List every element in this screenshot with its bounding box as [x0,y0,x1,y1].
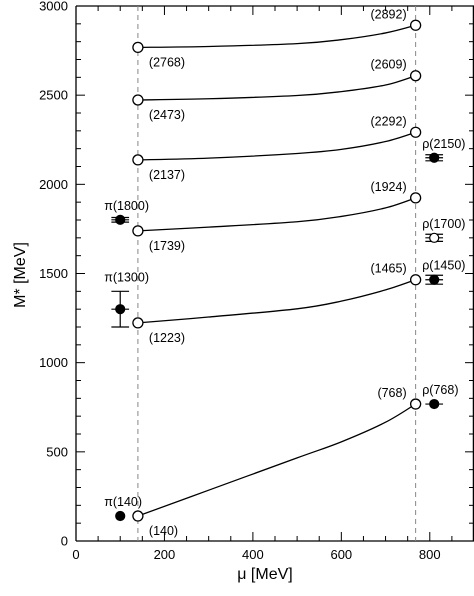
experimental-layer [111,152,444,522]
labels-layer: (140) (768) (1223) (1465) (1739) (1924) (2137)… [104,7,465,538]
end-value-label: (1924) [370,180,406,194]
axes-layer: 0 500 1000 1500 2000 2500 3000 0 200 400 600 800 [39,0,474,562]
series-end-marker [409,70,422,82]
y-tick-label: 2000 [39,177,68,192]
x-tick-label: 600 [330,547,352,562]
start-value-label: (1223) [149,331,185,345]
x-tick-label: 200 [154,547,176,562]
y-tick-label: 500 [46,444,68,459]
end-value-label: (2609) [370,58,406,72]
series-start-marker [132,154,144,166]
series-line-5 [137,75,416,101]
cropped-caption [8,585,468,596]
experimental-label: π(1800) [104,199,149,213]
series-layer [132,6,422,541]
end-value-label: (1465) [370,262,406,276]
start-value-label: (2473) [149,108,185,122]
series-start-marker [132,41,144,54]
series-line-1 [137,403,416,517]
experimental-marker [115,510,126,522]
start-value-label: (2768) [149,55,185,69]
experimental-marker [429,232,440,243]
experimental-marker [115,214,126,225]
series-end-marker [409,192,422,204]
y-axis-title: M* [MeV] [12,242,29,308]
y-tick-label: 1500 [39,266,68,281]
x-tick-label: 400 [242,547,264,562]
series-start-marker [132,94,144,106]
experimental-label: ρ(1700) [422,217,465,231]
series-start-marker [132,317,144,329]
start-value-label: (140) [149,524,178,538]
y-tick-label: 2500 [39,88,68,103]
experimental-marker [429,274,440,285]
experimental-marker [115,304,126,315]
series-end-marker [409,274,422,286]
start-value-label: (1739) [149,239,185,253]
end-value-label: (768) [377,386,406,400]
x-axis-title: μ [MeV] [237,566,292,583]
start-value-label: (2137) [149,168,185,182]
series-line-2 [137,279,416,324]
series-start-marker [132,225,144,237]
end-value-label: (2292) [370,114,406,128]
series-start-marker [132,510,144,522]
end-value-label: (2892) [370,7,406,21]
x-tick-label: 0 [72,547,79,562]
y-tick-label: 3000 [39,0,68,14]
experimental-label: ρ(768) [422,383,458,397]
experimental-label: ρ(1450) [422,259,465,273]
series-end-marker [409,398,422,410]
series-line-6 [137,24,416,49]
series-line-4 [137,131,416,161]
experimental-marker [429,398,440,410]
y-tick-label: 0 [61,534,68,549]
series-end-marker [409,19,422,31]
experimental-marker [429,152,440,163]
experimental-label: ρ(2150) [422,137,465,151]
series-line-3 [137,197,416,232]
experimental-label: π(1300) [104,270,149,284]
experimental-label: π(140) [104,495,142,509]
x-tick-label: 800 [419,547,441,562]
y-tick-label: 1000 [39,355,68,370]
series-end-marker [409,126,422,138]
